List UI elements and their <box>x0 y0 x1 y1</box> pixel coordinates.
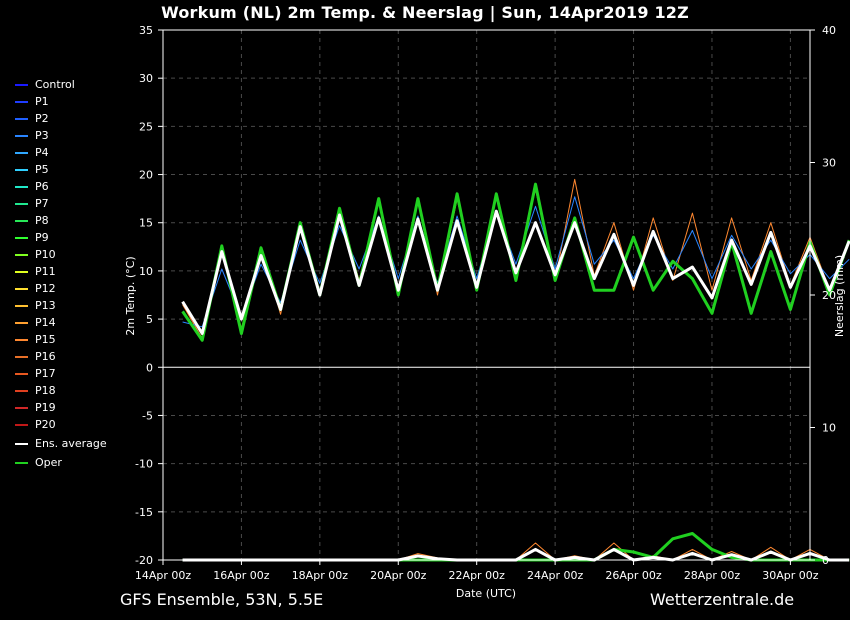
legend-label: P7 <box>35 197 49 210</box>
series-line-lower-members <box>182 196 850 328</box>
legend-label: P11 <box>35 265 56 278</box>
x-tick-label: 16Apr 00z <box>213 569 270 582</box>
series-line-upper-members <box>182 178 850 339</box>
y-tick-label: 15 <box>139 217 153 230</box>
y2-tick-label: 30 <box>822 157 836 170</box>
y-tick-label: 35 <box>139 24 153 37</box>
series-line-precip-average <box>182 547 850 562</box>
legend-label: P12 <box>35 282 56 295</box>
y2-tick-label: 0 <box>822 554 829 567</box>
legend-label: P20 <box>35 418 56 431</box>
x-axis-label: Date (UTC) <box>456 587 516 600</box>
legend-label: P5 <box>35 163 49 176</box>
legend-label: P15 <box>35 333 56 346</box>
legend-label: P2 <box>35 112 49 125</box>
chart-title: Workum (NL) 2m Temp. & Neerslag | Sun, 1… <box>161 3 689 22</box>
x-tick-label: 18Apr 00z <box>292 569 349 582</box>
series-line-ens-average <box>181 209 850 335</box>
y2-axis-label: Neerslag (mm) <box>833 255 846 337</box>
legend-label: P16 <box>35 350 56 363</box>
axes: 35 30 25 20 15 10 5 0 -5 -10 -15 -20 40 30 20 10 0 14Apr … <box>124 24 846 600</box>
y2-tick-label: 20 <box>822 289 836 302</box>
x-tick-label: 20Apr 00z <box>370 569 427 582</box>
x-tick-label: 26Apr 00z <box>605 569 662 582</box>
legend-label: P18 <box>35 384 56 397</box>
series-line-precip-members <box>182 542 850 561</box>
legend-label: P14 <box>35 316 56 329</box>
legend-label: P3 <box>35 129 49 142</box>
model-caption: GFS Ensemble, 53N, 5.5E <box>120 590 324 609</box>
y-tick-label: 30 <box>139 72 153 85</box>
y-tick-label: 20 <box>139 169 153 182</box>
legend-label: P9 <box>35 231 49 244</box>
series-line-precip-oper <box>182 532 850 562</box>
legend-label: P8 <box>35 214 49 227</box>
series-line-oper <box>181 182 850 342</box>
legend-label: P13 <box>35 299 56 312</box>
y-tick-label: 0 <box>146 361 153 374</box>
legend: Control P1 P2 P3 P4 P5 P6 P7 P8 P9 P10 P11 P12 P13 P14… <box>15 78 107 469</box>
y-tick-label: -5 <box>142 409 153 422</box>
y-tick-label: -15 <box>135 506 153 519</box>
y-axis-label: 2m Temp. (°C) <box>124 256 137 335</box>
y-tick-label: -20 <box>135 554 153 567</box>
x-tick-label: 28Apr 00z <box>684 569 741 582</box>
legend-label: Ens. average <box>35 437 107 450</box>
legend-label: Control <box>35 78 75 91</box>
series-lines <box>181 178 850 562</box>
y2-tick-label: 10 <box>822 422 836 435</box>
plot-frame <box>162 29 811 561</box>
legend-label: P1 <box>35 95 49 108</box>
legend-label: Oper <box>35 456 62 469</box>
y-tick-label: 25 <box>139 120 153 133</box>
legend-label: P4 <box>35 146 49 159</box>
y-tick-label: 5 <box>146 313 153 326</box>
legend-label: P19 <box>35 401 56 414</box>
x-tick-label: 24Apr 00z <box>527 569 584 582</box>
x-tick-label: 30Apr 00z <box>762 569 819 582</box>
legend-label: P6 <box>35 180 49 193</box>
y2-tick-label: 40 <box>822 24 836 37</box>
y-tick-label: -10 <box>135 458 153 471</box>
y-tick-label: 10 <box>139 265 153 278</box>
source-caption: Wetterzentrale.de <box>650 590 795 609</box>
legend-label: P17 <box>35 367 56 380</box>
x-tick-label: 14Apr 00z <box>135 569 192 582</box>
x-tick-label: 22Apr 00z <box>449 569 506 582</box>
legend-label: P10 <box>35 248 56 261</box>
